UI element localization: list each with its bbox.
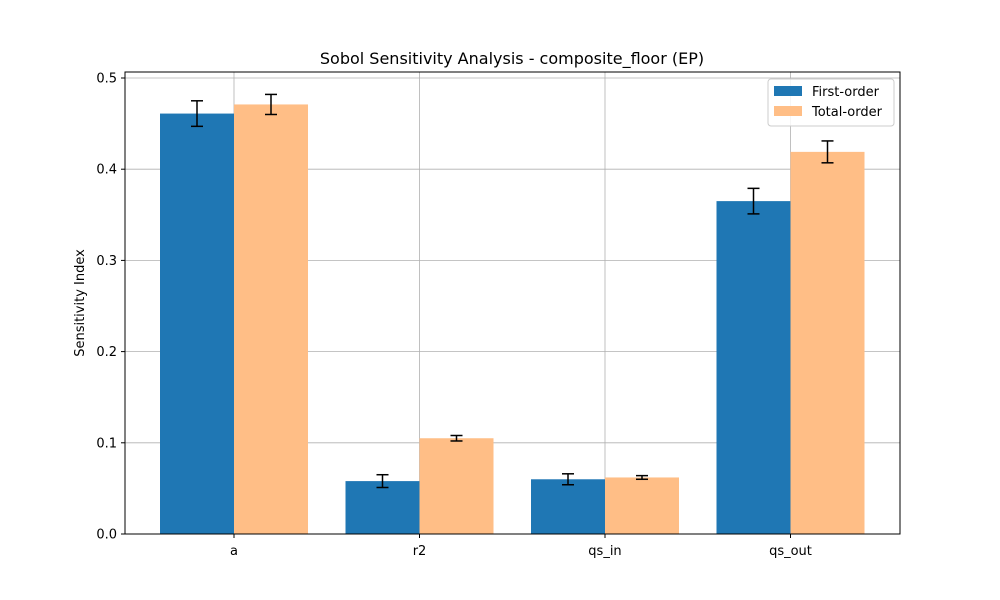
error-bar xyxy=(747,187,760,215)
y-tick-label: 0.1 xyxy=(96,436,117,451)
bar-first-order-qs_out xyxy=(716,201,791,534)
error-bar xyxy=(562,473,574,486)
legend-swatch xyxy=(774,86,802,96)
error-bar xyxy=(265,93,277,116)
y-tick-label: 0.5 xyxy=(96,72,117,87)
chart-title: Sobol Sensitivity Analysis - composite_f… xyxy=(320,49,704,69)
error-bar xyxy=(191,100,203,128)
legend-label: Total-order xyxy=(811,105,883,120)
y-axis-label: Sensitivity Index xyxy=(73,249,88,357)
x-tick-label: r2 xyxy=(413,544,427,559)
bars xyxy=(160,104,865,535)
y-tick-label: 0.2 xyxy=(96,345,117,360)
x-tick-label: qs_in xyxy=(588,544,621,559)
error-bar xyxy=(821,140,834,164)
bar-first-order-r2 xyxy=(345,481,420,534)
error-bar xyxy=(450,434,463,442)
legend: First-order Total-order xyxy=(767,78,895,127)
bar-total-order-qs_out xyxy=(790,151,865,534)
plot-frame xyxy=(124,71,901,535)
y-tick-label: 0.0 xyxy=(96,528,117,543)
bar-first-order-a xyxy=(160,113,234,535)
y-axis: 0.0 0.1 0.2 0.3 0.4 0.5 xyxy=(96,72,125,543)
legend-swatch xyxy=(774,106,802,116)
x-tick-label: qs_out xyxy=(769,544,812,559)
bar-total-order-r2 xyxy=(419,438,494,534)
x-tick-label: a xyxy=(230,544,238,559)
x-axis: a r2 qs_in qs_out xyxy=(230,534,812,559)
y-tick-label: 0.4 xyxy=(96,163,117,178)
error-bar xyxy=(636,474,648,481)
bar-first-order-qs_in xyxy=(531,479,605,534)
legend-label: First-order xyxy=(812,85,880,100)
bar-total-order-qs_in xyxy=(605,477,679,534)
error-bars xyxy=(191,93,834,489)
bar-total-order-a xyxy=(234,104,308,534)
y-tick-label: 0.3 xyxy=(96,254,117,269)
error-bar xyxy=(376,473,389,489)
